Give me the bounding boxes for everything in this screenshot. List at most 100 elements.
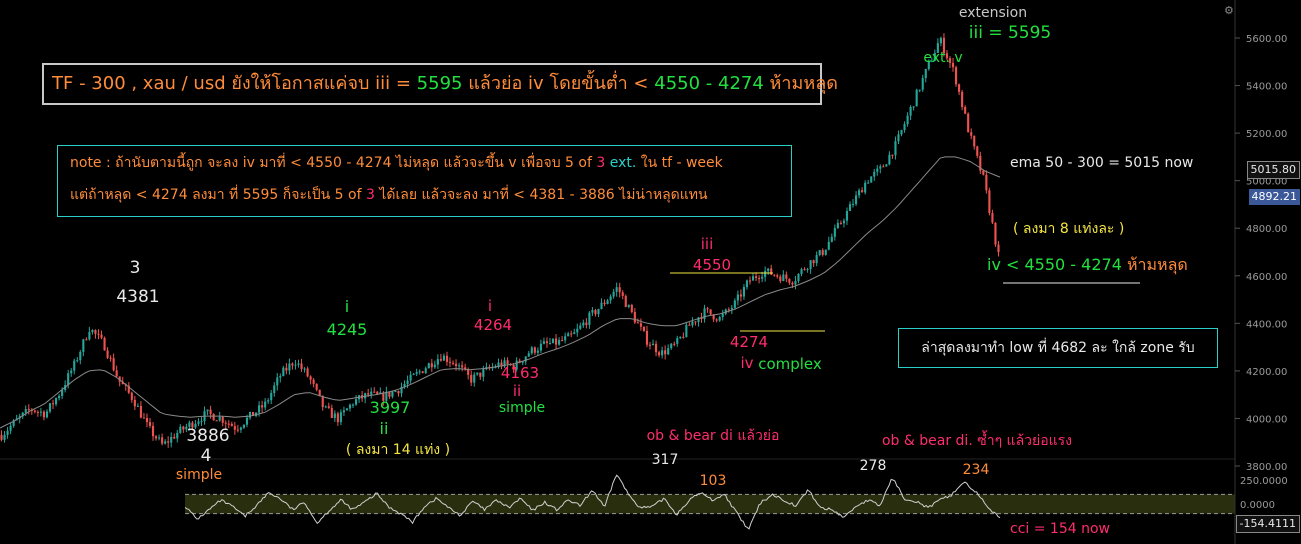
cci-tick-label: 250.0000 <box>1240 476 1288 487</box>
candle-body <box>94 329 97 334</box>
candle-body <box>67 373 70 386</box>
candle-body <box>333 413 336 418</box>
candle-body <box>142 417 145 419</box>
note-line-2: แต่ถ้าหลุด < 4274 ลงมา ที่ 5595 ก็จะเป็น… <box>70 183 791 215</box>
candle-body <box>21 412 24 417</box>
candle-body <box>918 89 921 91</box>
price-axis[interactable]: 3800.00 4000.00 4200.00 4400.00 4600.00 4800.… <box>1235 34 1287 473</box>
candle-body <box>97 333 100 335</box>
candle-body <box>597 308 600 315</box>
sub-wave-iv-type: complex <box>758 355 822 373</box>
settings-icon[interactable]: ⚙ <box>1224 5 1234 17</box>
candle-body <box>912 106 915 108</box>
candle-body <box>433 364 436 368</box>
candle-body <box>155 436 158 439</box>
wave-3-label: 3 <box>130 258 141 278</box>
candle-body <box>964 107 967 114</box>
candle-body <box>921 77 924 90</box>
candle-body <box>3 434 6 440</box>
candle-body <box>39 411 42 413</box>
candle-body <box>588 312 591 325</box>
candle-body <box>594 310 597 315</box>
candle-body <box>639 323 642 327</box>
candle-body <box>624 295 627 308</box>
candle-body <box>415 372 418 374</box>
candle-body <box>139 405 142 418</box>
candle-body <box>945 53 949 59</box>
candle-body <box>739 294 742 297</box>
candle-body <box>894 141 897 156</box>
candle-body <box>942 37 945 54</box>
candle-body <box>494 367 497 369</box>
candle-body <box>264 401 267 408</box>
candle-body <box>630 304 633 313</box>
candle-body <box>530 347 533 354</box>
candle-body <box>855 195 858 205</box>
candle-body <box>412 373 415 375</box>
candle-body <box>445 355 449 362</box>
candle-body <box>85 339 88 341</box>
candle-body <box>661 350 664 356</box>
candle-body <box>727 309 730 311</box>
candle-body <box>745 280 749 288</box>
candle-body <box>458 365 461 367</box>
candle-body <box>788 278 791 283</box>
candle-body <box>239 427 242 430</box>
candle-body <box>236 429 239 431</box>
price-tick-label: 5600.00 <box>1246 34 1287 45</box>
sub-wave-ii-type: simple <box>499 400 545 416</box>
candle-body <box>764 270 767 277</box>
candle-body <box>448 361 452 363</box>
candle-body <box>591 310 594 313</box>
candle-body <box>479 372 482 377</box>
candle-body <box>791 282 794 285</box>
candle-body <box>164 441 167 444</box>
cci-peak-278: 278 <box>860 458 887 474</box>
candle-body <box>345 408 349 411</box>
candle-body <box>858 190 861 196</box>
candle-body <box>73 360 76 371</box>
candle-body <box>436 359 439 365</box>
candle-body <box>555 338 558 345</box>
candle-body <box>170 436 173 443</box>
candle-body <box>621 292 624 296</box>
candle-body <box>688 324 691 326</box>
candle-body <box>267 400 270 402</box>
candle-body <box>409 374 412 381</box>
candle-body <box>806 268 809 270</box>
candle-body <box>188 422 191 427</box>
candle-body <box>642 326 645 331</box>
candle-body <box>961 91 964 108</box>
candle-body <box>576 328 579 333</box>
candle-body <box>76 360 79 362</box>
candle-body <box>824 249 827 255</box>
candle-body <box>388 391 391 397</box>
candle-body <box>933 52 936 61</box>
price-tick-label: 4200.00 <box>1246 367 1287 378</box>
candle-body <box>309 376 312 380</box>
note-box: note : ถ้านับตามนี้ถูก จะลง iv มาที่ < 4… <box>57 145 792 217</box>
candle-body <box>394 391 397 393</box>
candle-body <box>200 421 203 423</box>
wave-4-price: 3886 <box>186 426 229 446</box>
candle-body <box>61 390 64 396</box>
candle-body <box>815 255 818 264</box>
candle-body <box>467 369 470 375</box>
candle-body <box>421 371 424 373</box>
candle-body <box>891 154 894 156</box>
ext-v-label: ext. v <box>923 50 962 66</box>
candle-body <box>851 204 855 206</box>
candle-body <box>867 182 870 184</box>
price-tick-label: 4800.00 <box>1246 224 1287 235</box>
candle-body <box>876 168 879 172</box>
candle-body <box>709 309 712 315</box>
candle-body <box>167 441 170 443</box>
wave-ii-price: 3997 <box>370 398 411 417</box>
candle-body <box>809 260 812 269</box>
candle-body <box>861 190 864 193</box>
candle-body <box>36 411 39 413</box>
candle-body <box>406 380 409 384</box>
candle-body <box>191 422 194 428</box>
candle-body <box>242 424 245 428</box>
